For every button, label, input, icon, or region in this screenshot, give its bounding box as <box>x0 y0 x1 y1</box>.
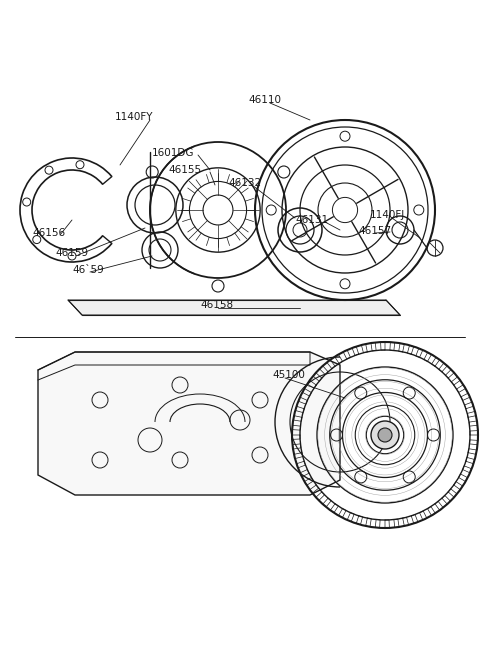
Text: 1140FY: 1140FY <box>115 112 154 122</box>
Text: 1140FJ: 1140FJ <box>370 210 405 220</box>
Text: 46110: 46110 <box>248 95 281 105</box>
Text: 45100: 45100 <box>272 370 305 380</box>
Text: 46155: 46155 <box>168 165 201 175</box>
Text: 46156: 46156 <box>32 228 65 238</box>
Text: 46`59: 46`59 <box>72 265 104 275</box>
Circle shape <box>371 421 399 449</box>
Polygon shape <box>38 352 340 495</box>
Circle shape <box>378 428 392 442</box>
Text: 46159: 46159 <box>55 248 88 258</box>
Text: 1601DG: 1601DG <box>152 148 194 158</box>
Text: 46158: 46158 <box>200 300 233 310</box>
Text: 46157: 46157 <box>358 226 391 236</box>
Polygon shape <box>68 300 400 315</box>
Text: 46132: 46132 <box>228 178 261 188</box>
Text: 46131: 46131 <box>295 215 328 225</box>
